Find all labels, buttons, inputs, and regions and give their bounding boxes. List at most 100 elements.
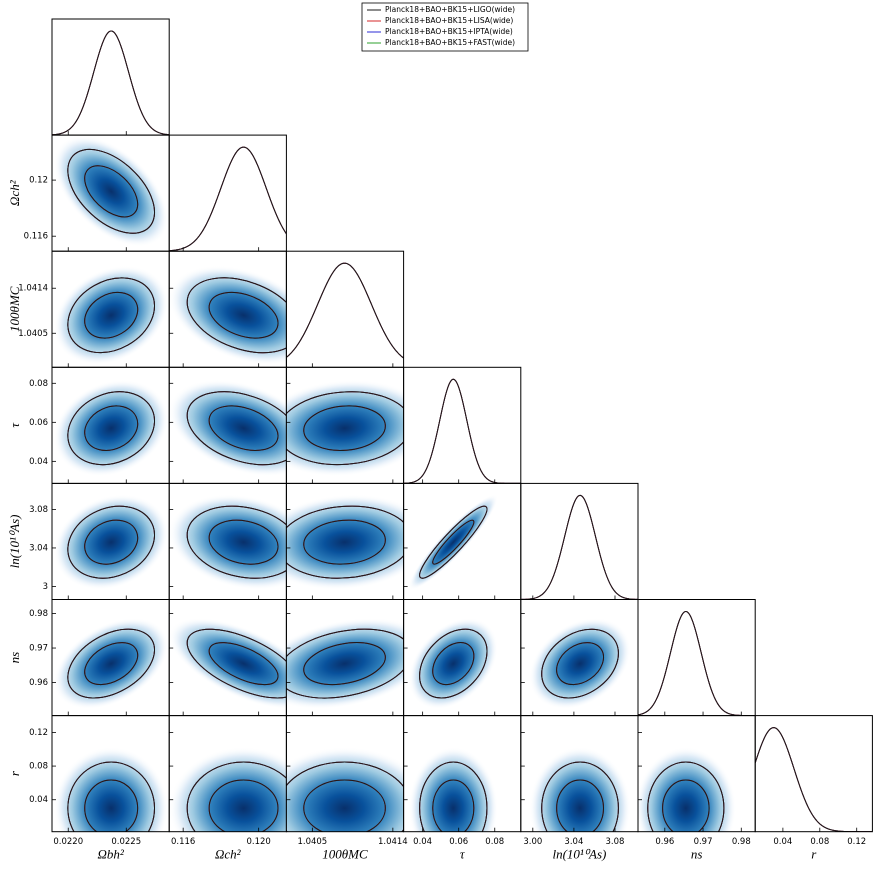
panel: 0.116 0.120 bbox=[168, 715, 287, 847]
y-tick-label: 0.12 bbox=[29, 176, 48, 186]
panel: 0.04 0.06 0.08 bbox=[403, 715, 522, 847]
x-axis-label: Ωch² bbox=[215, 847, 242, 862]
density bbox=[53, 747, 169, 832]
panel bbox=[520, 482, 639, 600]
x-tick-label: 0.08 bbox=[810, 837, 829, 847]
contour bbox=[186, 391, 287, 466]
y-tick-label: 0.98 bbox=[29, 609, 48, 619]
contour bbox=[186, 761, 287, 832]
marginal-curve bbox=[286, 262, 404, 359]
contour bbox=[67, 148, 156, 234]
density bbox=[408, 747, 498, 832]
density bbox=[169, 747, 287, 832]
panel-content bbox=[52, 30, 170, 136]
y-axis-label: r bbox=[7, 770, 22, 776]
marginal-curve bbox=[403, 378, 521, 484]
x-tick-label: 1.0414 bbox=[378, 837, 408, 847]
marginal-curve bbox=[403, 378, 521, 484]
x-axis-label: Ωbh² bbox=[97, 847, 124, 862]
panel-content bbox=[408, 618, 498, 710]
y-tick-label: 0.08 bbox=[29, 379, 48, 389]
panel bbox=[403, 366, 522, 484]
panel-frame bbox=[168, 134, 287, 252]
panel-content bbox=[529, 747, 631, 832]
panel-content bbox=[169, 747, 287, 832]
panel-frame bbox=[403, 366, 522, 484]
contour bbox=[208, 291, 279, 339]
marginal-curve bbox=[520, 494, 638, 600]
y-tick-label: 0.04 bbox=[29, 457, 48, 467]
panel: 3 3.04 3.08 bbox=[29, 482, 170, 600]
contour bbox=[662, 779, 710, 832]
density bbox=[53, 618, 169, 710]
density bbox=[169, 494, 287, 590]
panel bbox=[403, 482, 522, 600]
x-tick-label: 0.06 bbox=[449, 837, 468, 847]
panel: 0.04 0.08 0.12 bbox=[754, 715, 873, 847]
contour bbox=[67, 391, 156, 466]
contour bbox=[208, 405, 279, 451]
contour bbox=[67, 505, 156, 579]
panel-content bbox=[53, 494, 169, 590]
panel-frame bbox=[637, 599, 756, 717]
x-tick-label: 1.0405 bbox=[297, 837, 327, 847]
panel: 0.96 0.97 0.98 bbox=[637, 715, 756, 847]
contour bbox=[67, 761, 156, 832]
density bbox=[53, 494, 169, 590]
panel-frame bbox=[51, 18, 170, 136]
panel-content bbox=[169, 146, 287, 252]
panel bbox=[285, 366, 405, 484]
density bbox=[286, 494, 404, 590]
panel-content bbox=[286, 262, 404, 359]
contour bbox=[419, 628, 488, 699]
contour bbox=[84, 165, 139, 218]
contour bbox=[303, 779, 386, 832]
y-tick-label: 3.04 bbox=[29, 543, 48, 553]
panel-content bbox=[403, 378, 521, 484]
x-tick-label: 3.08 bbox=[606, 837, 625, 847]
panel bbox=[168, 250, 287, 368]
contour bbox=[84, 642, 139, 686]
contour bbox=[419, 505, 488, 579]
x-tick-label: 3.00 bbox=[523, 837, 542, 847]
panel-frame bbox=[754, 715, 873, 833]
x-axis-label: τ bbox=[460, 847, 466, 862]
panel: 1.0405 1.0414 bbox=[18, 250, 170, 368]
contour bbox=[556, 779, 604, 832]
y-tick-label: 0.12 bbox=[29, 728, 48, 738]
marginal-curve bbox=[169, 146, 287, 252]
panel-content bbox=[638, 611, 756, 716]
x-axis-label: 100θMC bbox=[322, 847, 368, 862]
y-axis-label: τ bbox=[7, 422, 22, 428]
contour bbox=[67, 277, 156, 354]
density bbox=[286, 379, 404, 477]
marginal-curve bbox=[169, 146, 287, 252]
panel-frame bbox=[520, 482, 639, 600]
marginal-curve bbox=[52, 30, 170, 136]
x-axis-label: ln(10¹⁰As) bbox=[552, 847, 606, 862]
contour bbox=[286, 391, 404, 466]
legend-label: Planck18+BAO+BK15+LIGO(wide) bbox=[385, 5, 515, 14]
density bbox=[408, 494, 498, 590]
density bbox=[286, 747, 404, 832]
marginal-curve bbox=[520, 494, 638, 600]
contour bbox=[84, 779, 139, 832]
y-tick-label: 0.97 bbox=[29, 644, 48, 654]
contour bbox=[432, 642, 475, 686]
density bbox=[529, 618, 631, 710]
legend-box bbox=[361, 2, 529, 52]
panel-content bbox=[638, 747, 737, 832]
x-tick-label: 3.04 bbox=[564, 837, 583, 847]
y-tick-label: 1.0405 bbox=[18, 329, 48, 339]
marginal-curve bbox=[169, 146, 287, 252]
y-axis-label: ns bbox=[7, 652, 22, 664]
contour bbox=[541, 628, 619, 699]
marginal-curve bbox=[755, 727, 873, 832]
contour bbox=[286, 761, 404, 832]
panel-content bbox=[286, 747, 404, 832]
panel bbox=[51, 18, 170, 136]
panel bbox=[168, 134, 287, 252]
legend: Planck18+BAO+BK15+LIGO(wide) Planck18+BAO… bbox=[361, 2, 529, 52]
panel-content bbox=[286, 494, 404, 590]
